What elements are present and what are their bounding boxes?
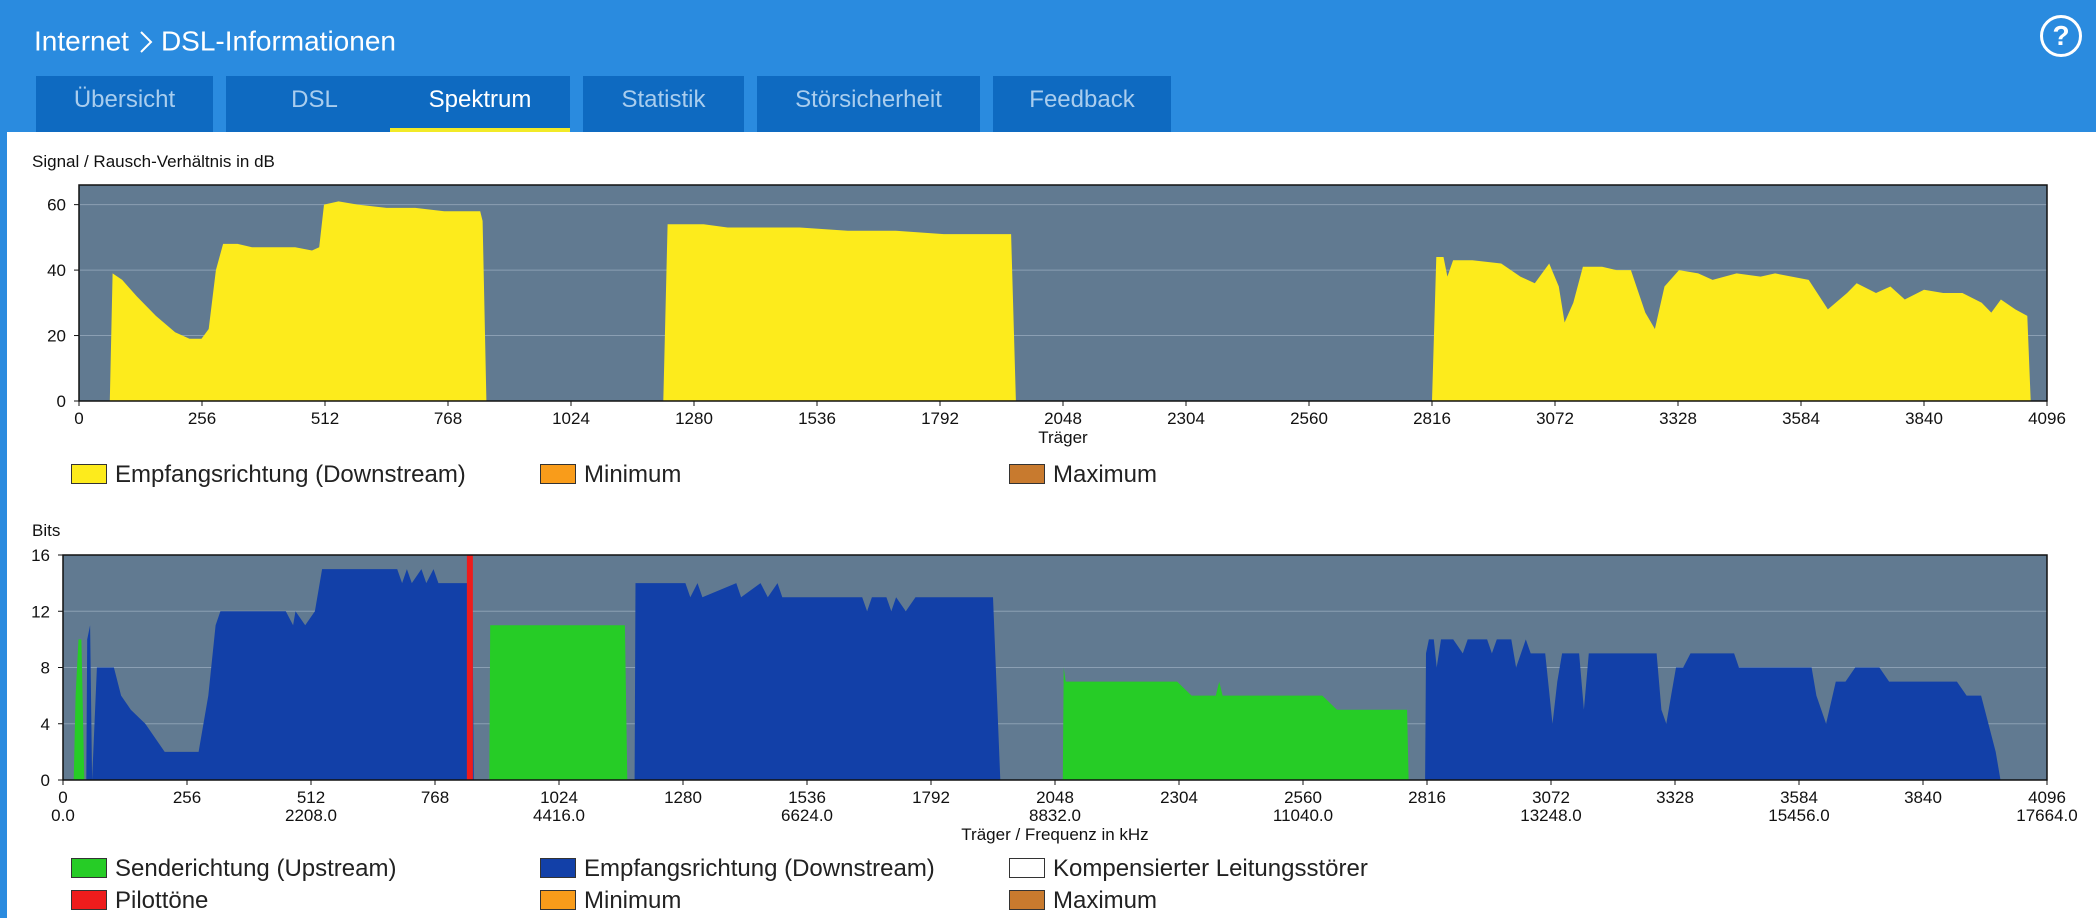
- snr-chart-title: Signal / Rausch-Verhältnis in dB: [32, 152, 275, 171]
- legend-swatch: [71, 858, 107, 878]
- tab-spektrum[interactable]: Spektrum: [390, 76, 570, 132]
- x-tick-label: 3072: [1536, 409, 1574, 428]
- x-tick-label: 4096: [2028, 409, 2066, 428]
- legend-label: Pilottöne: [115, 887, 209, 914]
- legend-label: Minimum: [584, 461, 682, 488]
- y-tick-label: 16: [31, 546, 50, 565]
- freq-tick-label: 15456.0: [1768, 806, 1829, 825]
- x-tick-label: 1536: [798, 409, 836, 428]
- series-area: [663, 224, 1016, 401]
- x-tick-label: 3584: [1782, 409, 1820, 428]
- y-tick-label: 20: [47, 327, 66, 346]
- x-tick-label: 2560: [1284, 788, 1322, 807]
- tab-dsl[interactable]: DSL: [226, 76, 403, 132]
- x-tick-label: 768: [421, 788, 449, 807]
- freq-tick-label: 2208.0: [285, 806, 337, 825]
- x-tick-label: 3840: [1904, 788, 1942, 807]
- x-tick-label: 2304: [1160, 788, 1198, 807]
- legend-label: Maximum: [1053, 461, 1158, 488]
- series-area: [86, 569, 474, 780]
- x-tick-label: 2048: [1044, 409, 1082, 428]
- breadcrumb-current: DSL-Informationen: [160, 25, 396, 57]
- x-tick-label: 3584: [1780, 788, 1818, 807]
- series-area: [489, 625, 628, 780]
- legend-label: Empfangsrichtung (Downstream): [584, 855, 935, 882]
- freq-tick-label: 6624.0: [781, 806, 833, 825]
- legend-swatch: [540, 890, 576, 910]
- legend-label: Kompensierter Leitungsstörer: [1053, 855, 1368, 882]
- x-tick-label: 768: [434, 409, 462, 428]
- y-tick-label: 12: [31, 602, 50, 621]
- y-tick-label: 0: [57, 392, 66, 411]
- bits-chart-title: Bits: [32, 521, 61, 540]
- freq-tick-label: 4416.0: [533, 806, 585, 825]
- freq-tick-label: 11040.0: [1273, 806, 1333, 825]
- series-area: [1062, 667, 1409, 780]
- snr-chart: 0 20 40 60 0 256 512 768 1024 1280 1536 1792 2048 230…: [47, 184, 2066, 447]
- x-tick-label: 1024: [540, 788, 578, 807]
- series-area: [1432, 257, 2031, 401]
- y-tick-label: 0: [41, 771, 50, 790]
- x-tick-label: 1792: [921, 409, 959, 428]
- x-tick-label: 1024: [552, 409, 590, 428]
- series-area: [73, 639, 85, 780]
- breadcrumb-root[interactable]: Internet: [34, 25, 129, 57]
- x-tick-label: 2560: [1290, 409, 1328, 428]
- y-tick-label: 60: [47, 196, 66, 215]
- legend-swatch: [1009, 890, 1045, 910]
- legend-swatch: [71, 890, 107, 910]
- x-tick-label: 0: [74, 409, 83, 428]
- x-tick-label: 3072: [1532, 788, 1570, 807]
- sidebar-edge: [0, 0, 7, 918]
- x-tick-label: 1280: [664, 788, 702, 807]
- x-tick-label: 0: [58, 788, 67, 807]
- freq-tick-label: 17664.0: [2016, 806, 2077, 825]
- pilot-tone-mark: [466, 555, 473, 780]
- freq-tick-label: 8832.0: [1029, 806, 1081, 825]
- x-tick-label: 1280: [675, 409, 713, 428]
- x-tick-label: 2816: [1413, 409, 1451, 428]
- legend-label: Senderichtung (Upstream): [115, 855, 397, 882]
- legend-label: Minimum: [584, 887, 682, 914]
- legend-swatch: [1009, 464, 1045, 484]
- legend-swatch: [1009, 858, 1045, 878]
- legend-swatch: [540, 858, 576, 878]
- x-tick-label: 3840: [1905, 409, 1943, 428]
- legend-label: Maximum: [1053, 887, 1158, 914]
- y-tick-label: 4: [41, 715, 50, 734]
- legend-label: Empfangsrichtung (Downstream): [115, 461, 466, 488]
- breadcrumb: Internet DSL-Informationen: [34, 20, 396, 60]
- x-tick-label: 3328: [1656, 788, 1694, 807]
- tab-statistik[interactable]: Statistik: [583, 76, 744, 132]
- x-tick-label: 512: [297, 788, 325, 807]
- x-tick-label: 256: [188, 409, 216, 428]
- x-tick-label: 256: [173, 788, 201, 807]
- x-tick-label: 512: [311, 409, 339, 428]
- x-tick-label: 3328: [1659, 409, 1697, 428]
- chevron-right-icon: [140, 30, 153, 53]
- tab-stoersicherheit[interactable]: Störsicherheit: [757, 76, 980, 132]
- legend-swatch: [540, 464, 576, 484]
- y-tick-label: 8: [41, 659, 50, 678]
- series-area: [1425, 639, 2001, 780]
- series-area: [109, 201, 487, 401]
- x-tick-label: 2304: [1167, 409, 1205, 428]
- freq-tick-label: 13248.0: [1520, 806, 1581, 825]
- x-axis-label: Träger: [1038, 428, 1088, 447]
- y-tick-label: 40: [47, 261, 66, 280]
- x-tick-label: 1792: [912, 788, 950, 807]
- x-tick-label: 2048: [1036, 788, 1074, 807]
- series-area: [634, 583, 1001, 780]
- x-tick-label: 4096: [2028, 788, 2066, 807]
- x-tick-label: 2816: [1408, 788, 1446, 807]
- tab-feedback[interactable]: Feedback: [993, 76, 1171, 132]
- help-icon[interactable]: ?: [2040, 15, 2082, 57]
- x-tick-label: 1536: [788, 788, 826, 807]
- freq-tick-label: 0.0: [51, 806, 75, 825]
- tab-uebersicht[interactable]: Übersicht: [36, 76, 213, 132]
- legend-swatch: [71, 464, 107, 484]
- x-axis-label: Träger / Frequenz in kHz: [961, 825, 1148, 844]
